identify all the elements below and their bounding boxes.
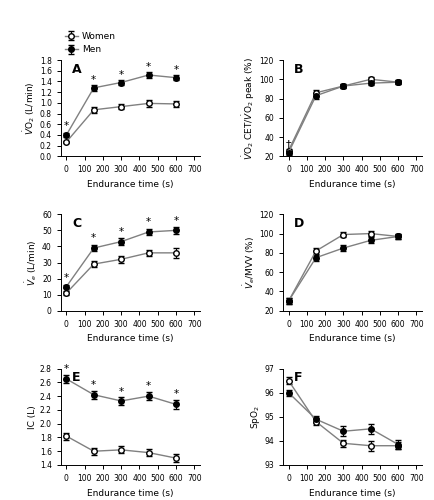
Y-axis label: $\dot{V}$$_e$ (L/min): $\dot{V}$$_e$ (L/min) — [24, 240, 39, 286]
Y-axis label: SpO$_2$: SpO$_2$ — [248, 405, 261, 429]
Text: *: * — [91, 75, 96, 85]
Text: *: * — [118, 387, 124, 397]
Text: *: * — [173, 389, 178, 399]
Y-axis label: IC (L): IC (L) — [28, 405, 37, 428]
Text: *: * — [173, 216, 178, 226]
Text: *: * — [146, 62, 151, 72]
X-axis label: Endurance time (s): Endurance time (s) — [87, 334, 173, 344]
Text: *: * — [91, 380, 96, 390]
Text: *: * — [64, 364, 69, 374]
Y-axis label: $\dot{V}$O$_2$ (L/min): $\dot{V}$O$_2$ (L/min) — [21, 82, 37, 135]
Text: D: D — [293, 217, 304, 230]
Legend: Women, Men: Women, Men — [61, 28, 119, 58]
X-axis label: Endurance time (s): Endurance time (s) — [87, 180, 173, 189]
Text: B: B — [293, 63, 303, 76]
Text: *: * — [91, 233, 96, 243]
X-axis label: Endurance time (s): Endurance time (s) — [309, 488, 395, 498]
X-axis label: Endurance time (s): Endurance time (s) — [309, 180, 395, 189]
Text: A: A — [72, 63, 82, 76]
Text: *: * — [173, 65, 178, 75]
Text: *: * — [118, 70, 124, 80]
Y-axis label: $\dot{V}$O$_2$ CET/$\dot{V}$O$_2$ peak (%): $\dot{V}$O$_2$ CET/$\dot{V}$O$_2$ peak (… — [240, 56, 256, 160]
Text: C: C — [72, 217, 81, 230]
Text: *: * — [64, 121, 69, 131]
Text: *: * — [146, 382, 151, 392]
X-axis label: Endurance time (s): Endurance time (s) — [87, 488, 173, 498]
Y-axis label: $\dot{V}$$_e$/MVV (%): $\dot{V}$$_e$/MVV (%) — [241, 236, 256, 289]
Text: *: * — [118, 227, 124, 237]
Text: *: * — [64, 274, 69, 283]
Text: †: † — [285, 138, 291, 148]
X-axis label: Endurance time (s): Endurance time (s) — [309, 334, 395, 344]
Text: E: E — [72, 372, 80, 384]
Text: F: F — [293, 372, 302, 384]
Text: *: * — [146, 217, 151, 227]
